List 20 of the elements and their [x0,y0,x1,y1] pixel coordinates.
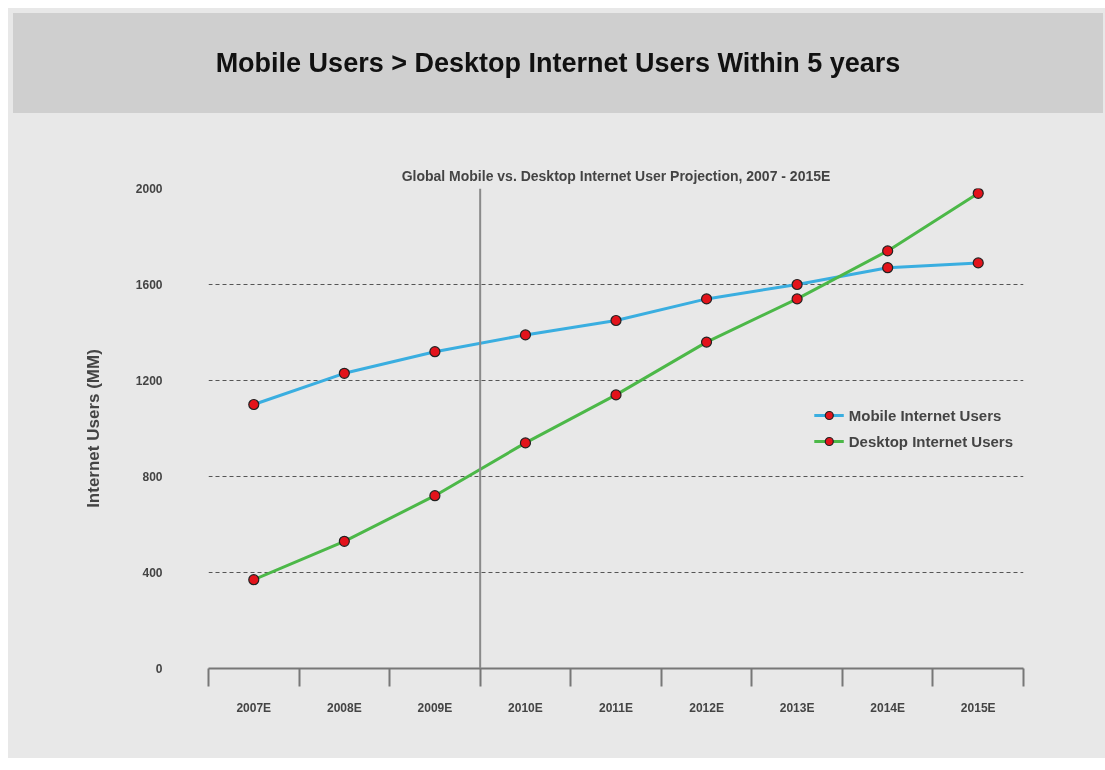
x-tick-label: 2009E [417,700,453,715]
y-tick-label: 1200 [135,374,163,388]
x-tick-label: 2012E [689,700,724,715]
chart-title: Mobile Users > Desktop Internet Users Within 5 years [215,46,901,80]
legend-label: Desktop Internet Users [848,432,1013,450]
y-tick-label: 1600 [135,278,163,292]
y-tick-label: 400 [142,566,163,580]
x-tick-label: 2011E [598,700,634,715]
y-tick-label: 2000 [135,182,163,196]
legend-label: Mobile Internet Users [848,406,1002,424]
x-tick-label: 2010E [508,700,543,715]
y-tick-label: 800 [142,470,163,484]
y-tick-label: 0 [155,662,163,676]
x-tick-label: 2015E [960,700,996,715]
x-tick-label: 2007E [236,700,272,715]
y-axis-title: Internet Users (MM) [83,349,103,508]
x-tick-label: 2008E [326,700,362,715]
x-tick-label: 2013E [779,700,815,715]
x-tick-label: 2014E [870,700,906,715]
chart-subtitle: Global Mobile vs. Desktop Internet User Projection, 2007 - 2015E [401,167,831,184]
